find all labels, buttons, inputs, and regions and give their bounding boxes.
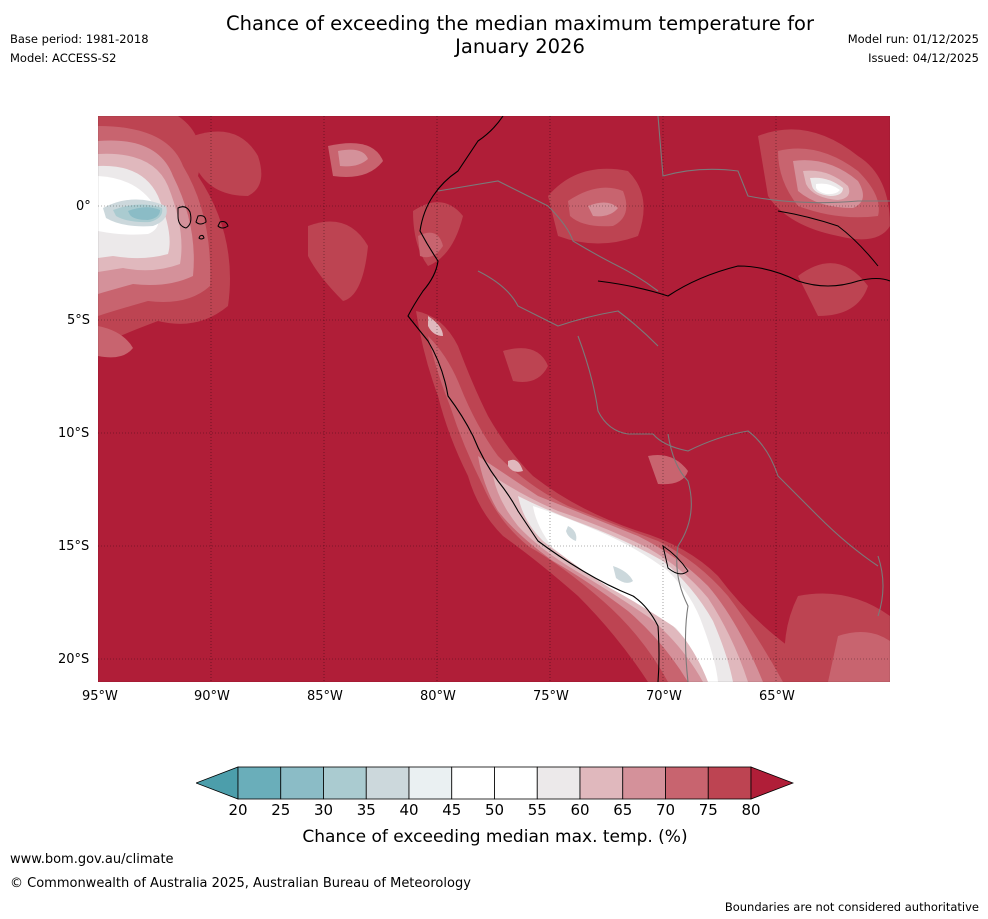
lat-label-10s: 10°S xyxy=(58,426,90,441)
colorbar-cell xyxy=(280,766,324,800)
colorbar-cell xyxy=(579,766,624,800)
title-line-1: Chance of exceeding the median maximum t… xyxy=(225,12,815,35)
colorbar-cell xyxy=(536,766,581,800)
colorbar-ticks: 20 25 30 35 40 45 50 55 60 65 70 75 80 xyxy=(196,801,794,821)
colorbar-tick-label: 35 xyxy=(356,801,376,819)
northern-river xyxy=(777,210,879,267)
contour-northern-region xyxy=(413,129,890,316)
amazon-river xyxy=(597,265,890,297)
colorbar-cell xyxy=(408,766,453,800)
lon-label-90w: 90°W xyxy=(194,689,230,704)
lon-label-75w: 75°W xyxy=(533,689,569,704)
colorbar-cell xyxy=(451,766,495,800)
copyright-text: © Commonwealth of Australia 2025, Austra… xyxy=(10,876,471,891)
coastline xyxy=(407,116,660,682)
colorbar-tick-label: 45 xyxy=(442,801,462,819)
disclaimer-text: Boundaries are not considered authoritat… xyxy=(724,900,979,914)
colorbar-cell xyxy=(365,766,410,800)
colorbar-tick-label: 25 xyxy=(271,801,291,819)
colorbar-tick-label: 30 xyxy=(313,801,334,819)
graticule xyxy=(98,116,890,682)
website-text: www.bom.gov.au/climate xyxy=(10,852,174,867)
colorbar-cell xyxy=(494,766,538,800)
lat-label-0: 0° xyxy=(76,199,91,214)
page-title: Chance of exceeding the median maximum t… xyxy=(0,12,988,58)
contour-galapagos-region xyxy=(98,116,383,358)
colorbar-tick-label: 20 xyxy=(228,801,248,819)
model-text: Model: ACCESS-S2 xyxy=(10,51,117,65)
colorbar-arrow-low xyxy=(196,766,239,800)
base-period-text: Base period: 1981-2018 xyxy=(10,32,149,46)
colorbar-label: Chance of exceeding median max. temp. (%… xyxy=(302,827,688,847)
colorbar-tick-label: 70 xyxy=(655,801,676,819)
colorbar xyxy=(196,766,794,800)
colorbar-tick-label: 40 xyxy=(399,801,419,819)
country-borders xyxy=(437,116,890,682)
lon-label-95w: 95°W xyxy=(82,689,118,704)
lon-label-85w: 85°W xyxy=(307,689,343,704)
colorbar-tick-label: 50 xyxy=(484,801,505,819)
colorbar-tick-label: 55 xyxy=(527,801,547,819)
lon-label-80w: 80°W xyxy=(420,689,456,704)
colorbar-cell xyxy=(707,766,752,800)
model-run-text: Model run: 01/12/2025 xyxy=(847,32,979,46)
contour-andean-coast xyxy=(416,311,890,682)
colorbar-tick-label: 65 xyxy=(613,801,633,819)
colorbar-cell xyxy=(237,766,282,800)
title-line-2: January 2026 xyxy=(455,35,585,58)
lat-label-5s: 5°S xyxy=(67,313,91,328)
colorbar-tick-label: 75 xyxy=(698,801,718,819)
colorbar-arrow-high xyxy=(750,766,794,800)
lon-label-70w: 70°W xyxy=(646,689,682,704)
colorbar-cell xyxy=(622,766,666,800)
colorbar-cell xyxy=(323,766,367,800)
colorbar-tick-label: 80 xyxy=(741,801,761,819)
map-background-fill xyxy=(98,116,890,682)
issued-text: Issued: 04/12/2025 xyxy=(868,51,979,65)
lat-label-15s: 15°S xyxy=(58,539,90,554)
lon-label-65w: 65°W xyxy=(759,689,795,704)
galapagos-islands xyxy=(177,206,229,240)
lat-label-20s: 20°S xyxy=(58,652,90,667)
lake-titicaca xyxy=(662,544,689,575)
colorbar-tick-label: 60 xyxy=(570,801,590,819)
probability-map xyxy=(98,116,890,682)
colorbar-cell xyxy=(665,766,709,800)
